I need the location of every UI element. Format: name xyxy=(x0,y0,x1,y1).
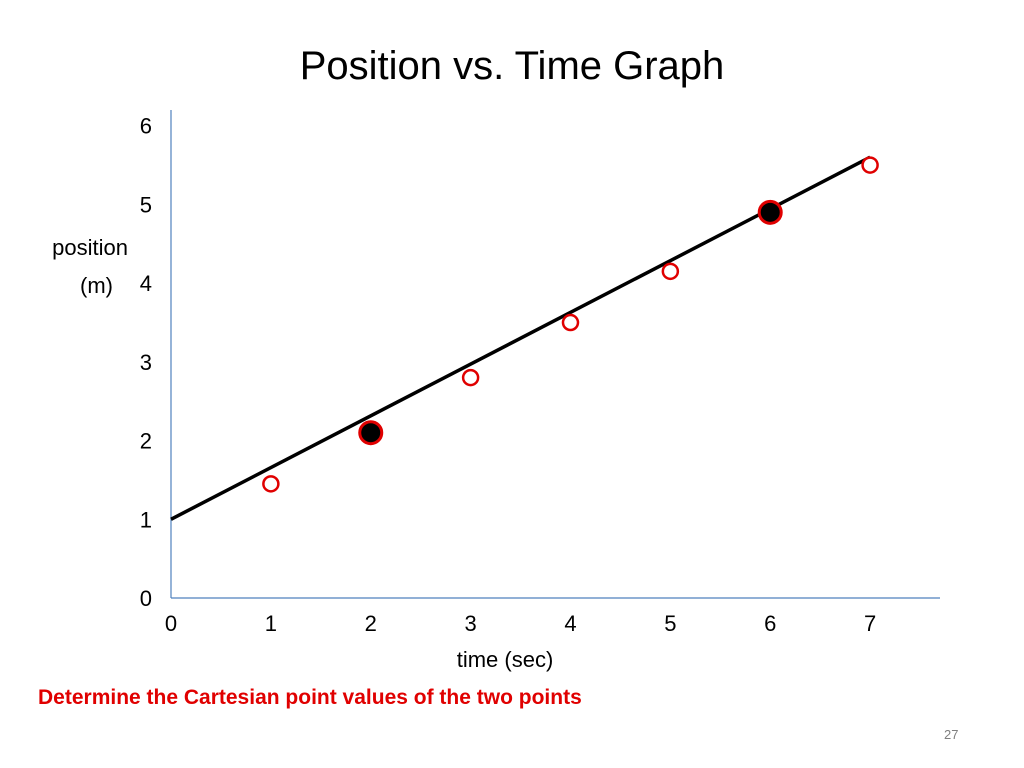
data-point xyxy=(661,262,680,281)
data-point xyxy=(561,313,580,332)
y-axis-title-line-2: (m) xyxy=(80,273,113,298)
y-tick-label: 0 xyxy=(140,586,152,611)
y-tick-label: 2 xyxy=(140,429,152,454)
x-axis-title: time (sec) xyxy=(457,647,554,672)
axis-titles: time (sec) position (m) xyxy=(52,235,553,672)
x-tick-label: 5 xyxy=(664,611,676,636)
x-tick-label: 1 xyxy=(265,611,277,636)
trend-line-layer xyxy=(170,155,871,521)
y-tick-label: 5 xyxy=(140,192,152,217)
slide-title: Position vs. Time Graph xyxy=(299,44,725,88)
axes xyxy=(170,110,940,599)
x-tick-label: 7 xyxy=(864,611,876,636)
highlighted-point xyxy=(757,199,783,225)
data-point xyxy=(461,368,480,387)
data-points xyxy=(262,156,879,493)
position-time-chart: 0 1 2 3 4 5 6 7 0 1 2 3 4 5 6 time (sec) position (m) xyxy=(52,110,940,672)
trend-line xyxy=(170,155,871,521)
page-number: 27 xyxy=(944,727,959,742)
x-tick-label: 4 xyxy=(564,611,576,636)
y-axis-title-line-1: position xyxy=(52,235,128,260)
y-tick-label: 3 xyxy=(140,350,152,375)
highlighted-point xyxy=(358,420,384,446)
x-tick-label: 3 xyxy=(464,611,476,636)
y-tick-label: 4 xyxy=(140,271,152,296)
x-tick-label: 0 xyxy=(165,611,177,636)
instruction-text: Determine the Cartesian point values of … xyxy=(38,686,582,709)
y-tick-label: 6 xyxy=(140,114,152,139)
y-tick-label: 1 xyxy=(140,507,152,532)
x-tick-label: 2 xyxy=(365,611,377,636)
tick-labels: 0 1 2 3 4 5 6 7 0 1 2 3 4 5 6 xyxy=(140,114,876,636)
x-tick-label: 6 xyxy=(764,611,776,636)
data-point xyxy=(262,475,280,493)
data-point xyxy=(861,156,879,174)
